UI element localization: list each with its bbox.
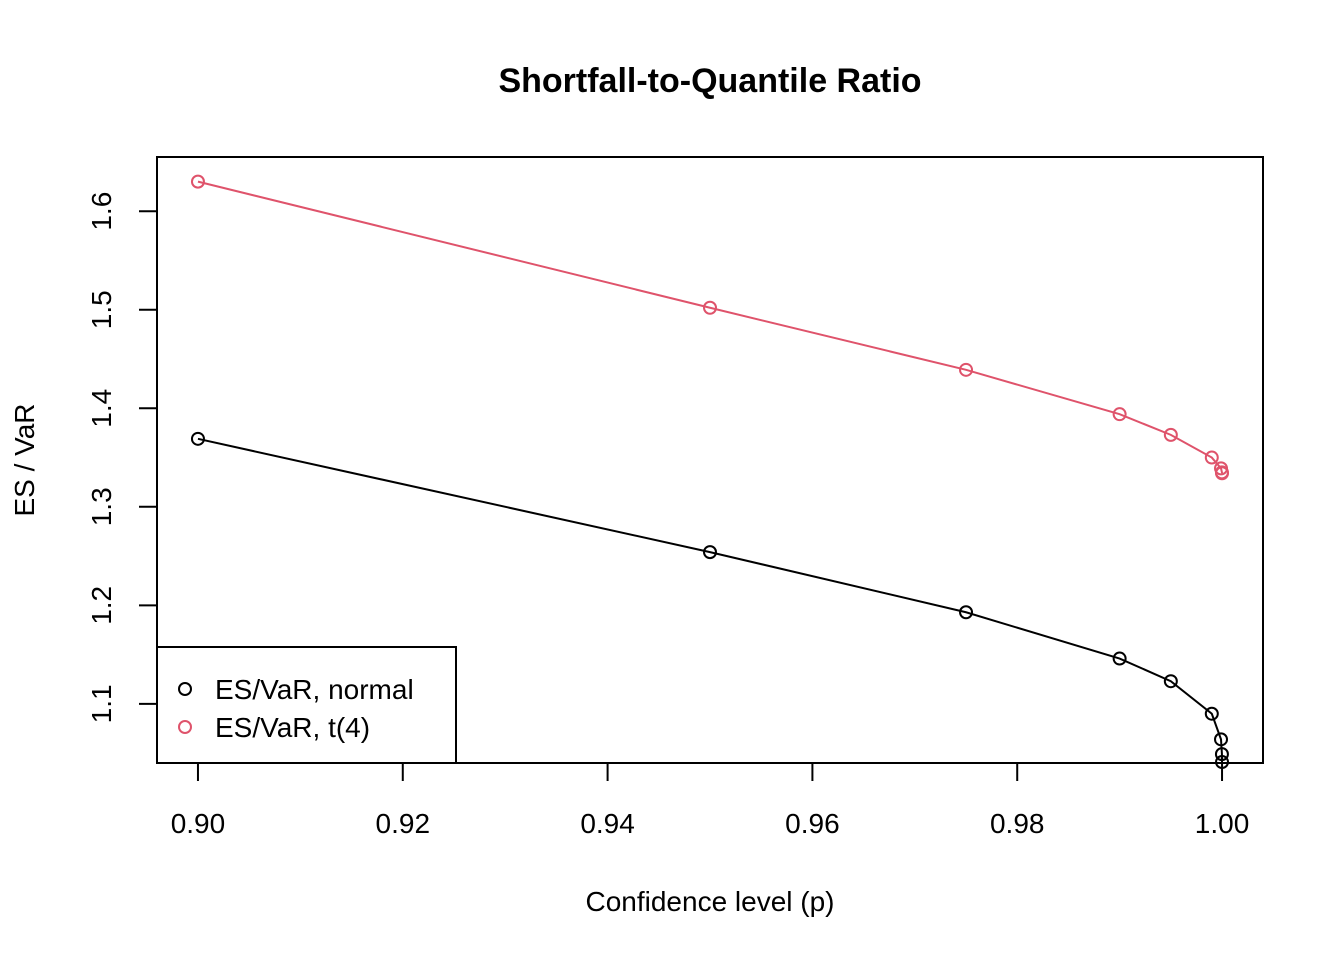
data-point — [1204, 450, 1219, 465]
y-axis: 1.1 1.2 1.3 1.4 1.5 1.6 — [86, 192, 158, 723]
data-point — [959, 362, 974, 377]
y-axis-label: ES / VaR — [9, 403, 40, 516]
y-tick-label: 1.4 — [86, 389, 117, 428]
x-tick-label: 0.90 — [171, 808, 226, 839]
legend-box — [156, 646, 457, 764]
data-point — [1214, 732, 1229, 747]
x-axis-label: Confidence level (p) — [585, 886, 834, 917]
x-tick-label: 0.94 — [580, 808, 635, 839]
data-point — [703, 545, 717, 560]
data-point — [703, 300, 717, 315]
data-point — [190, 431, 205, 446]
series-line — [197, 437, 1224, 763]
data-point — [1112, 407, 1127, 422]
data-point — [1163, 674, 1178, 689]
y-tick-label: 1.1 — [86, 684, 117, 723]
legend-marker — [178, 720, 192, 734]
legend-label: ES/VaR, t(4) — [215, 712, 370, 743]
data-point — [1112, 651, 1127, 666]
chart-title: Shortfall-to-Quantile Ratio — [498, 62, 921, 100]
x-tick-label: 0.92 — [376, 808, 431, 839]
data-point — [959, 605, 974, 620]
series-1 — [190, 431, 1230, 770]
y-tick-label: 1.6 — [86, 192, 117, 231]
legend: ES/VaR, normal ES/VaR, t(4) — [156, 646, 457, 764]
data-point — [1204, 706, 1219, 721]
x-tick-label: 0.98 — [990, 808, 1045, 839]
y-tick-label: 1.2 — [86, 586, 117, 625]
series-2 — [190, 174, 1230, 481]
data-point — [1215, 466, 1230, 481]
x-tick-label: 0.96 — [785, 808, 840, 839]
y-tick-label: 1.3 — [86, 487, 117, 526]
series-layer — [190, 174, 1230, 770]
y-tick-label: 1.5 — [86, 290, 117, 329]
data-point — [1215, 755, 1230, 770]
x-tick-label: 1.00 — [1195, 808, 1250, 839]
x-axis: 0.90 0.92 0.94 0.96 0.98 1.00 — [171, 762, 1250, 839]
legend-label: ES/VaR, normal — [215, 674, 414, 705]
data-point — [190, 174, 205, 189]
data-point — [1163, 427, 1178, 442]
series-line — [197, 180, 1224, 474]
data-point — [1214, 747, 1229, 762]
legend-marker — [178, 682, 192, 696]
